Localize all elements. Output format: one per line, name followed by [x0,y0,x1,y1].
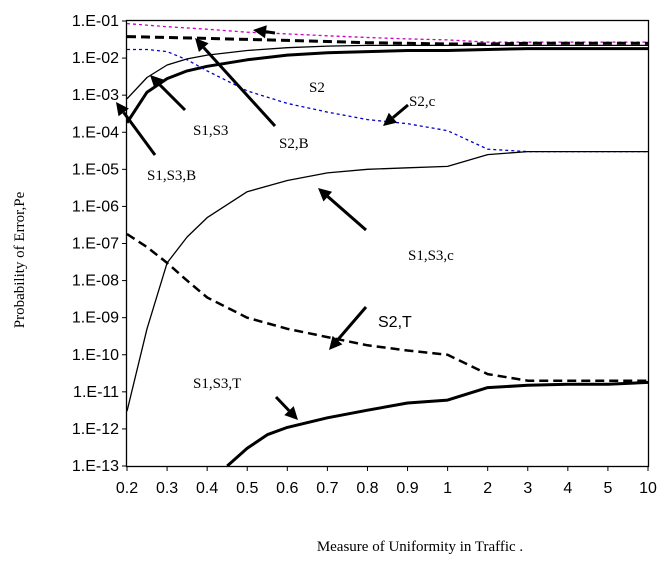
annotation-arrow-shaft [328,197,366,230]
annotation-arrow-shaft [266,32,275,33]
series-line-s1-s3-c [127,152,648,412]
y-tick-label: 1.E-11 [73,384,119,401]
x-tick-label: 0.7 [316,480,338,497]
x-tick-label: 2 [483,480,492,497]
y-tick-label: 1.E-01 [72,13,119,30]
y-tick-label: 1.E-05 [72,161,119,178]
plot-frame [127,21,649,467]
x-tick-label: 0.5 [236,480,258,497]
y-tick-labels: 1.E-01 1.E-02 1.E-03 1.E-04 1.E-05 1.E-06 1.E-… [72,13,127,475]
x-tick-label: 0.4 [196,480,218,497]
y-axis-title: Probability of Error,Pe [12,191,28,328]
annotation-arrow-head [253,25,267,38]
x-tick-labels: 0.2 0.3 0.4 0.5 0.6 0.7 0.8 0.9 1 2 3 4 5 10 [116,466,657,497]
series-line-s1-s3-t [227,382,648,466]
series-line-s2-t [127,234,648,381]
y-tick-label: 1.E-10 [72,347,119,364]
x-tick-label: 0.2 [116,480,138,497]
x-tick-label: 0.3 [156,480,178,497]
y-tick-label: 1.E-03 [72,87,119,104]
annotation-arrow-shaft [276,397,289,411]
annotation-arrow-shaft [337,307,366,340]
y-tick-label: 1.E-09 [72,310,119,327]
y-tick-label: 1.E-06 [72,198,119,215]
y-tick-label: 1.E-08 [72,273,119,290]
x-tick-label: 3 [523,480,532,497]
annotation-label: S2,T [378,314,412,331]
annotation-arrow-shaft [204,48,275,126]
annotation-arrow-shaft [159,84,185,110]
x-axis-title: Measure of Uniformity in Traffic . [317,539,523,555]
annotation-labels: S2 S2,c S1,S3 S2,B S1,S3,B S1,S3,c S2,T S1,S3,T [147,80,454,392]
annotation-label: S1,S3 [193,123,228,139]
series-lines [127,24,648,466]
x-tick-label: 1 [443,480,452,497]
annotation-arrow-shaft [393,105,408,118]
x-tick-label: 5 [603,480,612,497]
annotation-label: S2,c [409,94,436,110]
x-tick-label: 10 [639,480,657,497]
x-tick-label: 0.8 [356,480,378,497]
annotation-arrows [116,25,408,420]
annotation-label: S1,S3,T [193,376,241,392]
y-tick-label: 1.E-13 [72,458,119,475]
y-tick-label: 1.E-12 [72,421,119,438]
annotation-label: S2,B [279,136,309,152]
annotation-arrow-shaft [124,112,155,155]
series-line-s1-s3 [127,45,648,98]
x-tick-label: 4 [563,480,572,497]
y-tick-label: 1.E-07 [72,236,119,253]
annotation-label: S2 [309,80,325,96]
x-tick-label: 0.6 [276,480,298,497]
y-tick-label: 1.E-04 [72,124,119,141]
series-line-s1-s3-b [127,49,648,123]
annotation-label: S1,S3,c [408,248,454,264]
annotation-label: S1,S3,B [147,168,196,184]
x-tick-label: 0.9 [396,480,418,497]
y-tick-label: 1.E-02 [72,50,119,67]
